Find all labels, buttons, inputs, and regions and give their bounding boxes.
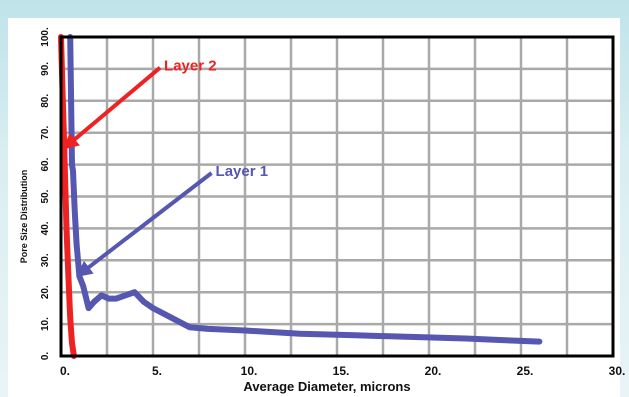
x-tick-labels: 0. 5. 10. 15. 20. 25. 30. [60, 364, 625, 378]
annotation-arrow-layer-2 [62, 66, 162, 150]
x-tick-label: 0. [60, 364, 70, 378]
x-axis-label: Average Diameter, microns [243, 379, 410, 394]
x-tick-label: 5. [152, 364, 162, 378]
y-tick-label: 60. [40, 157, 51, 171]
y-tick-label: 70. [40, 126, 51, 140]
annotation-label-layer-1: Layer 1 [216, 163, 269, 180]
x-tick-label: 25. [517, 364, 534, 378]
y-tick-label: 50. [40, 189, 51, 203]
y-tick-label: 90. [40, 62, 51, 76]
y-tick-label: 30. [40, 253, 51, 267]
x-tick-label: 10. [241, 364, 258, 378]
annotation-layer: Layer 2 Layer 1 [62, 58, 269, 277]
y-tick-label: 40. [40, 221, 51, 235]
grid-lines [61, 37, 613, 356]
x-tick-label: 30. [609, 364, 626, 378]
y-tick-label: 80. [40, 94, 51, 108]
annotation-label-layer-2: Layer 2 [164, 58, 217, 75]
plot-frame [59, 35, 615, 358]
y-tick-label: 100. [40, 27, 51, 47]
y-tick-label: 20. [40, 285, 51, 299]
x-tick-label: 15. [333, 364, 350, 378]
y-tick-labels: 0. 10. 20. 30. 40. 50. 60. 70. 80. 90. 100. [40, 27, 51, 360]
y-axis-label: Pore Size Distribution [19, 170, 29, 264]
y-tick-label: 10. [40, 317, 51, 331]
annotation-arrow-layer-1 [76, 171, 213, 277]
y-tick-label: 0. [40, 352, 51, 361]
series-line-layer-1 [67, 34, 543, 345]
x-tick-label: 20. [425, 364, 442, 378]
